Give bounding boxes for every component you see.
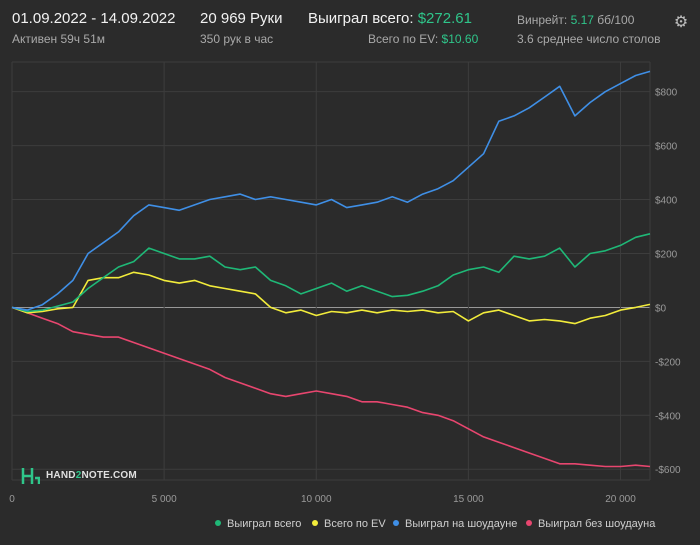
y-tick-label: -$400 xyxy=(655,411,681,422)
legend-showdown[interactable]: Выиграл на шоудауне xyxy=(393,518,517,530)
ev-total: Всего по EV: $10.60 xyxy=(368,32,478,46)
x-tick-label: 5 000 xyxy=(152,494,177,505)
stats-header: 01.09.2022 - 14.09.2022 Активен 59ч 51м … xyxy=(0,0,700,52)
date-range: 01.09.2022 - 14.09.2022 xyxy=(12,10,176,27)
hand2note-logo-mark xyxy=(21,468,41,484)
chart-legend: Выиграл всего Всего по EV Выиграл на шоу… xyxy=(0,514,700,536)
gear-icon[interactable]: ⚙ xyxy=(673,14,689,31)
won-total-value: $272.61 xyxy=(417,10,472,27)
winrate-value: 5.17 xyxy=(570,13,594,27)
x-tick-label: 15 000 xyxy=(453,494,484,505)
series-line-showdown xyxy=(11,70,651,311)
y-tick-label: -$600 xyxy=(655,465,681,476)
winrate-unit: бб/100 xyxy=(597,13,635,27)
winrate-label: Винрейт: xyxy=(517,13,568,27)
ev-total-value: $10.60 xyxy=(441,32,479,46)
grid-lines xyxy=(11,61,651,481)
series-lines xyxy=(11,70,651,468)
y-tick-label: $800 xyxy=(655,88,678,99)
legend-ev[interactable]: Всего по EV xyxy=(312,518,386,530)
series-line-ev xyxy=(11,271,651,325)
x-tick-label: 0 xyxy=(9,494,15,505)
axis-labels: $800 $600 $400 $200 $0 -$200 -$400 -$600 0 5 000 1… xyxy=(9,88,681,505)
legend-non-showdown[interactable]: Выиграл без шоудауна xyxy=(526,518,655,530)
series-line-won xyxy=(11,233,651,313)
series-line-non-showdown xyxy=(11,306,651,468)
legend-non-showdown-dot xyxy=(526,520,532,527)
hands-per-hour: 350 рук в час xyxy=(200,32,274,46)
y-tick-label: $200 xyxy=(655,249,678,260)
legend-won[interactable]: Выиграл всего xyxy=(215,518,301,530)
x-tick-label: 20 000 xyxy=(605,494,636,505)
avg-tables: 3.6 среднее число столов xyxy=(517,32,661,46)
y-tick-label: -$200 xyxy=(655,357,681,368)
ev-total-label: Всего по EV: xyxy=(368,32,439,46)
legend-won-dot xyxy=(215,520,221,527)
y-tick-label: $400 xyxy=(655,196,678,207)
y-tick-label: $600 xyxy=(655,142,678,153)
profit-graph: $800 $600 $400 $200 $0 -$200 -$400 -$600 0 5 000 1… xyxy=(9,61,681,505)
hand2note-logo: HAND2NOTE.COM xyxy=(20,466,137,486)
legend-ev-dot xyxy=(312,520,318,527)
won-total: Выиграл всего: $272.61 xyxy=(308,10,472,27)
y-tick-label: $0 xyxy=(655,303,667,314)
active-time: Активен 59ч 51м xyxy=(12,32,105,46)
winrate: Винрейт: 5.17 бб/100 xyxy=(517,13,634,27)
logo-text: HAND2NOTE.COM xyxy=(46,470,137,481)
won-total-label: Выиграл всего: xyxy=(308,10,414,27)
x-tick-label: 10 000 xyxy=(301,494,332,505)
legend-showdown-dot xyxy=(393,520,399,527)
hands-count: 20 969 Руки xyxy=(200,10,283,27)
